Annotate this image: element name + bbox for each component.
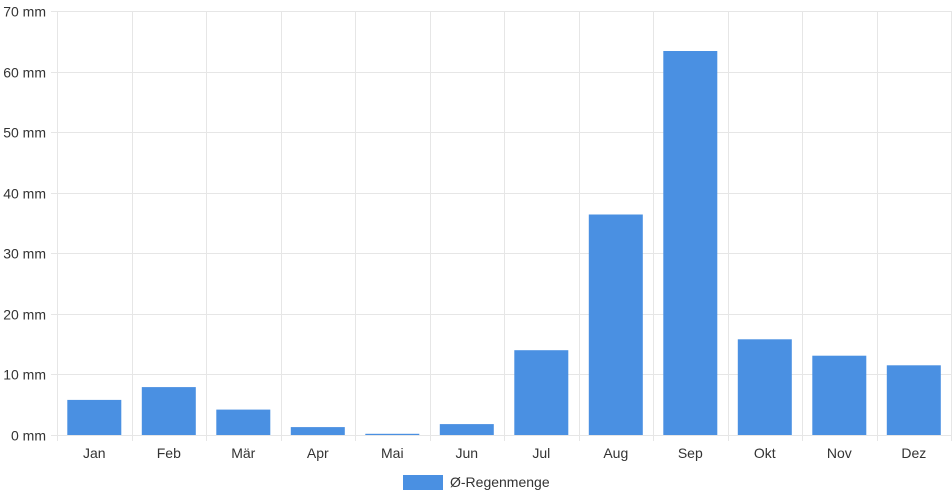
x-tick-label: Aug <box>603 445 628 461</box>
y-tick-label: 70 mm <box>3 4 46 20</box>
x-tick-label: Mai <box>381 445 404 461</box>
x-tick-label: Jun <box>456 445 479 461</box>
bar-jul[interactable] <box>514 350 569 435</box>
y-tick-label: 0 mm <box>11 428 46 444</box>
bar-aug[interactable] <box>588 214 643 436</box>
bar-sep[interactable] <box>663 51 718 435</box>
y-axis-tick-labels: 0 mm 10 mm 20 mm 30 mm 40 mm 50 mm 60 mm 70 mm <box>3 4 46 444</box>
bar-mai[interactable] <box>365 433 420 435</box>
x-tick-label: Apr <box>307 445 329 461</box>
x-tick-label: Jan <box>83 445 106 461</box>
bar-mär[interactable] <box>216 409 271 435</box>
x-tick-label: Sep <box>678 445 703 461</box>
x-tick-label: Mär <box>231 445 255 461</box>
x-tick-label: Nov <box>827 445 852 461</box>
y-tick-label: 20 mm <box>3 307 46 323</box>
legend-swatch <box>403 475 443 490</box>
x-tick-label: Okt <box>754 445 776 461</box>
bar-jun[interactable] <box>439 424 494 435</box>
legend-label: Ø-Regenmenge <box>450 474 550 490</box>
bar-okt[interactable] <box>737 339 792 435</box>
x-axis-tick-labels: Jan Feb Mär Apr Mai Jun Jul Aug Sep Okt Nov Dez <box>83 445 926 461</box>
x-tick-label: Dez <box>901 445 926 461</box>
bar-dez[interactable] <box>886 365 941 435</box>
bar-jan[interactable] <box>67 399 122 435</box>
legend[interactable]: Ø-Regenmenge <box>403 474 550 490</box>
y-tick-label: 10 mm <box>3 367 46 383</box>
x-tick-label: Feb <box>157 445 181 461</box>
y-tick-label: 60 mm <box>3 65 46 81</box>
y-tick-label: 30 mm <box>3 246 46 262</box>
bar-apr[interactable] <box>290 427 345 435</box>
bar-feb[interactable] <box>141 387 196 435</box>
y-tick-label: 40 mm <box>3 186 46 202</box>
y-tick-label: 50 mm <box>3 125 46 141</box>
x-tick-label: Jul <box>532 445 550 461</box>
bar-nov[interactable] <box>812 355 867 435</box>
bars <box>67 51 941 435</box>
